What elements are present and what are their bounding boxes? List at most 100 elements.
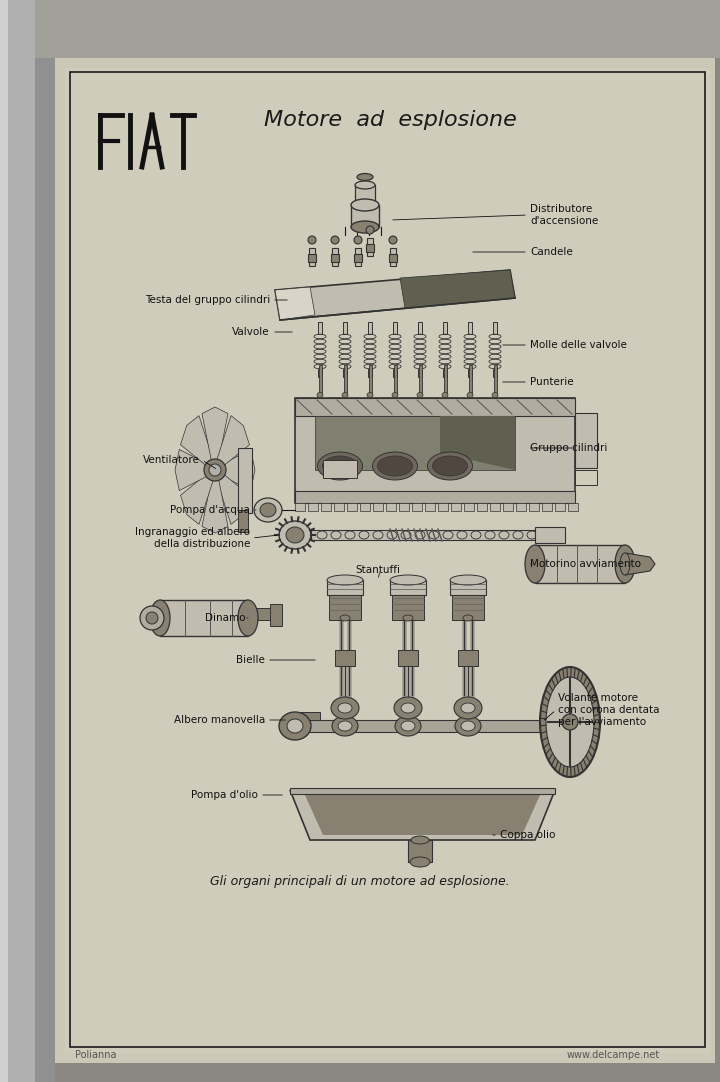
Bar [295,398,575,503]
Bar [392,595,424,620]
Bar [351,204,379,227]
Text: Volante motore
con corona dentata
per l'avviamento: Volante motore con corona dentata per l'… [558,694,660,727]
Ellipse shape [338,703,352,713]
Ellipse shape [355,181,375,189]
Ellipse shape [525,545,545,583]
Text: Testa del gruppo cilindri: Testa del gruppo cilindri [145,295,270,305]
Bar [321,503,331,511]
Bar [575,470,597,485]
Bar [450,580,486,595]
Text: Albero manovella: Albero manovella [174,715,265,725]
Bar [373,503,383,511]
Bar [295,398,575,415]
Bar [309,248,315,266]
Ellipse shape [286,527,304,543]
Bar [238,448,252,513]
Ellipse shape [354,236,362,245]
Ellipse shape [367,393,373,397]
Polygon shape [181,474,212,525]
Ellipse shape [140,606,164,630]
Bar [393,369,397,377]
Bar [318,365,322,395]
Bar [300,712,320,720]
Ellipse shape [461,703,475,713]
Ellipse shape [340,615,350,621]
Bar [238,510,248,532]
Ellipse shape [323,456,358,476]
Bar [468,322,472,334]
Ellipse shape [394,697,422,720]
Text: Punterie: Punterie [530,377,574,387]
Bar [493,322,497,334]
Ellipse shape [411,836,429,844]
Bar [389,254,397,262]
Bar [368,322,372,334]
Bar [535,527,565,543]
Bar [0,0,35,1082]
Bar [308,503,318,511]
Ellipse shape [287,720,303,733]
Ellipse shape [279,522,311,549]
Bar [295,503,305,511]
Ellipse shape [620,553,630,575]
Polygon shape [202,480,228,533]
Bar [469,365,472,395]
Bar [160,601,248,636]
Polygon shape [290,790,555,840]
Ellipse shape [492,393,498,397]
Text: Pompa d'acqua: Pompa d'acqua [170,505,250,515]
Text: Polianna: Polianna [75,1050,117,1060]
Bar [418,365,421,395]
Bar [535,545,625,583]
Ellipse shape [395,716,421,736]
Ellipse shape [433,456,467,476]
Text: Valvole: Valvole [233,327,270,337]
Bar [399,503,409,511]
Bar [343,369,347,377]
Bar [444,365,446,395]
Bar [318,369,322,377]
Ellipse shape [366,226,374,234]
Bar [0,0,720,58]
Bar [490,503,500,511]
Ellipse shape [546,677,594,767]
Bar [360,503,370,511]
Ellipse shape [410,857,430,867]
Bar [366,245,374,252]
Bar [290,720,540,733]
Ellipse shape [467,393,473,397]
Text: Coppa olio: Coppa olio [500,830,555,840]
Polygon shape [275,270,515,320]
Ellipse shape [260,503,276,517]
Polygon shape [440,415,515,470]
Text: Ventilatore: Ventilatore [143,456,200,465]
Text: Ingranaggio ed albero
della distribuzione: Ingranaggio ed albero della distribuzion… [135,527,250,549]
Text: Distributore
d'accensione: Distributore d'accensione [530,204,598,226]
Bar [329,595,361,620]
Bar [438,503,448,511]
Text: Dinamo: Dinamo [204,613,245,623]
Bar [390,248,396,266]
Text: www.delcampe.net: www.delcampe.net [567,1050,660,1060]
Bar [0,0,8,1082]
Ellipse shape [279,712,311,740]
Bar [308,254,316,262]
Bar [398,650,418,667]
Ellipse shape [389,236,397,245]
Bar [568,503,578,511]
Bar [335,650,355,667]
Bar [493,369,497,377]
Text: Stantuffi: Stantuffi [356,565,400,575]
Bar [412,503,422,511]
Ellipse shape [377,456,413,476]
Bar [443,322,447,334]
Ellipse shape [392,393,398,397]
Text: Motore  ad  esplosione: Motore ad esplosione [264,110,516,130]
Ellipse shape [331,236,339,245]
Ellipse shape [442,393,448,397]
Ellipse shape [562,714,578,730]
Text: Candele: Candele [530,247,572,258]
Bar [295,491,575,503]
Bar [323,460,357,478]
Ellipse shape [351,199,379,211]
